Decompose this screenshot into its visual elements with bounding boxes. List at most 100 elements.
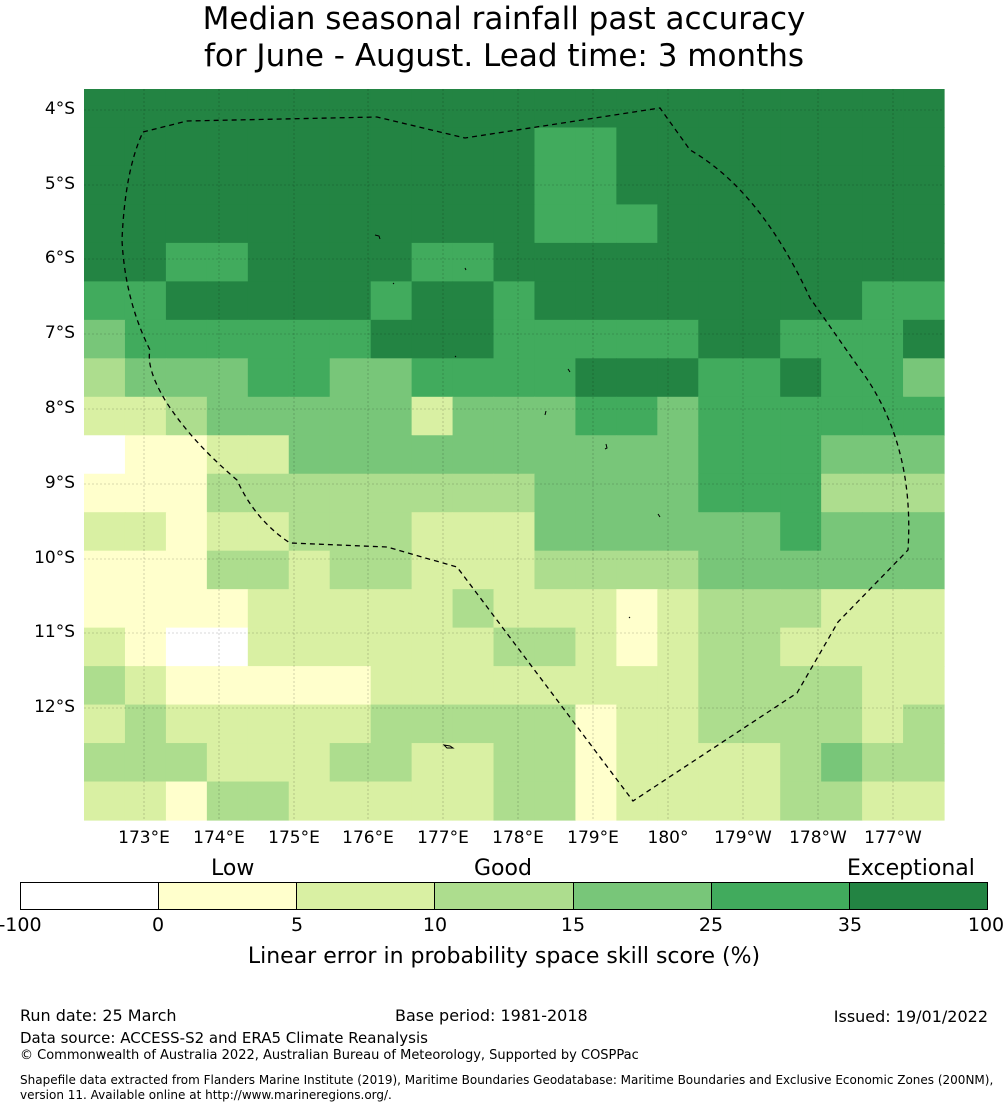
grid-cell	[493, 473, 536, 513]
grid-cell	[698, 627, 740, 667]
grid-cell	[165, 89, 208, 129]
shapefile-credit-line-1: Shapefile data extracted from Flanders M…	[20, 1073, 994, 1087]
grid-cell	[493, 204, 536, 244]
grid-cell	[329, 781, 372, 821]
grid-cell	[821, 473, 863, 513]
grid-cell	[493, 281, 536, 321]
grid-cell	[862, 358, 904, 398]
grid-cell	[165, 704, 208, 744]
grid-cell	[657, 281, 699, 321]
grid-cell	[534, 281, 577, 321]
grid-cell	[165, 781, 208, 821]
grid-cell	[862, 127, 904, 167]
grid-cell	[452, 627, 495, 667]
grid-cell	[452, 358, 495, 398]
grid-cell	[411, 743, 454, 783]
grid-cell	[821, 319, 863, 359]
grid-cell	[616, 319, 658, 359]
grid-cell	[165, 127, 208, 167]
grid-cell	[411, 550, 454, 590]
grid-cell	[165, 281, 208, 321]
grid-cell	[165, 165, 208, 206]
grid-cell	[657, 127, 699, 167]
grid-cell	[165, 435, 208, 475]
grid-cell	[247, 242, 290, 282]
grid-cell	[575, 127, 617, 167]
grid-cell	[124, 165, 167, 206]
grid-cell	[206, 473, 249, 513]
grid-cell	[739, 435, 781, 475]
grid-cell	[739, 89, 781, 129]
grid-cell	[862, 165, 904, 206]
grid-cell	[821, 127, 863, 167]
grid-cell	[739, 666, 781, 706]
grid-cell	[411, 781, 454, 821]
grid-cell	[247, 396, 290, 436]
lon-label-177e: 177°E	[417, 828, 469, 848]
grid-cell	[657, 319, 699, 359]
grid-cell	[288, 512, 331, 552]
grid-cell	[493, 358, 536, 398]
grid-cell	[247, 165, 290, 206]
grid-cell	[903, 512, 945, 552]
grid-cell	[288, 666, 331, 706]
grid-cell	[124, 127, 167, 167]
grid-cell	[124, 550, 167, 590]
grid-cell	[534, 743, 577, 783]
grid-cell	[616, 127, 658, 167]
grid-cell	[493, 781, 536, 821]
grid-cell	[329, 358, 372, 398]
grid-cell	[780, 358, 822, 398]
grid-cell	[452, 781, 495, 821]
grid-cell	[821, 89, 863, 129]
grid-cell	[534, 396, 577, 436]
grid-cell	[247, 666, 290, 706]
colorbar-segment	[435, 883, 574, 909]
grid-cell	[452, 127, 495, 167]
grid-cell	[329, 666, 372, 706]
grid-cell	[780, 550, 822, 590]
grid-cell	[206, 165, 249, 206]
grid-cell	[616, 512, 658, 552]
grid-cell	[165, 589, 208, 629]
grid-cell	[370, 127, 413, 167]
grid-cell	[698, 473, 740, 513]
grid-cell	[165, 319, 208, 359]
grid-cell	[780, 165, 822, 206]
grid-cell	[780, 781, 822, 821]
grid-cell	[534, 512, 577, 552]
grid-cell	[329, 743, 372, 783]
grid-cell	[862, 704, 904, 744]
grid-cell	[84, 627, 126, 667]
grid-cell	[821, 512, 863, 552]
grid-cell	[821, 666, 863, 706]
grid-cell	[534, 473, 577, 513]
grid-cell	[903, 127, 945, 167]
colorbar-segment	[711, 883, 850, 909]
grid-cell	[370, 165, 413, 206]
grid-cell	[288, 89, 331, 129]
grid-cell	[575, 281, 617, 321]
grid-cell	[165, 473, 208, 513]
grid-cell	[165, 204, 208, 244]
grid-cell	[84, 666, 126, 706]
grid-cell	[862, 319, 904, 359]
grid-cell	[534, 89, 577, 129]
grid-cell	[370, 781, 413, 821]
grid-cell	[370, 319, 413, 359]
grid-cell	[247, 704, 290, 744]
grid-cell	[411, 512, 454, 552]
grid-cell	[411, 204, 454, 244]
grid-cell	[329, 512, 372, 552]
grid-cell	[657, 204, 699, 244]
grid-cell	[84, 589, 126, 629]
grid-cell	[903, 242, 945, 282]
grid-cell	[493, 550, 536, 590]
grid-cell	[288, 396, 331, 436]
grid-cell	[698, 358, 740, 398]
grid-cell	[739, 204, 781, 244]
grid-cell	[84, 704, 126, 744]
grid-cell	[616, 666, 658, 706]
grid-cell	[616, 204, 658, 244]
grid-cell	[698, 281, 740, 321]
